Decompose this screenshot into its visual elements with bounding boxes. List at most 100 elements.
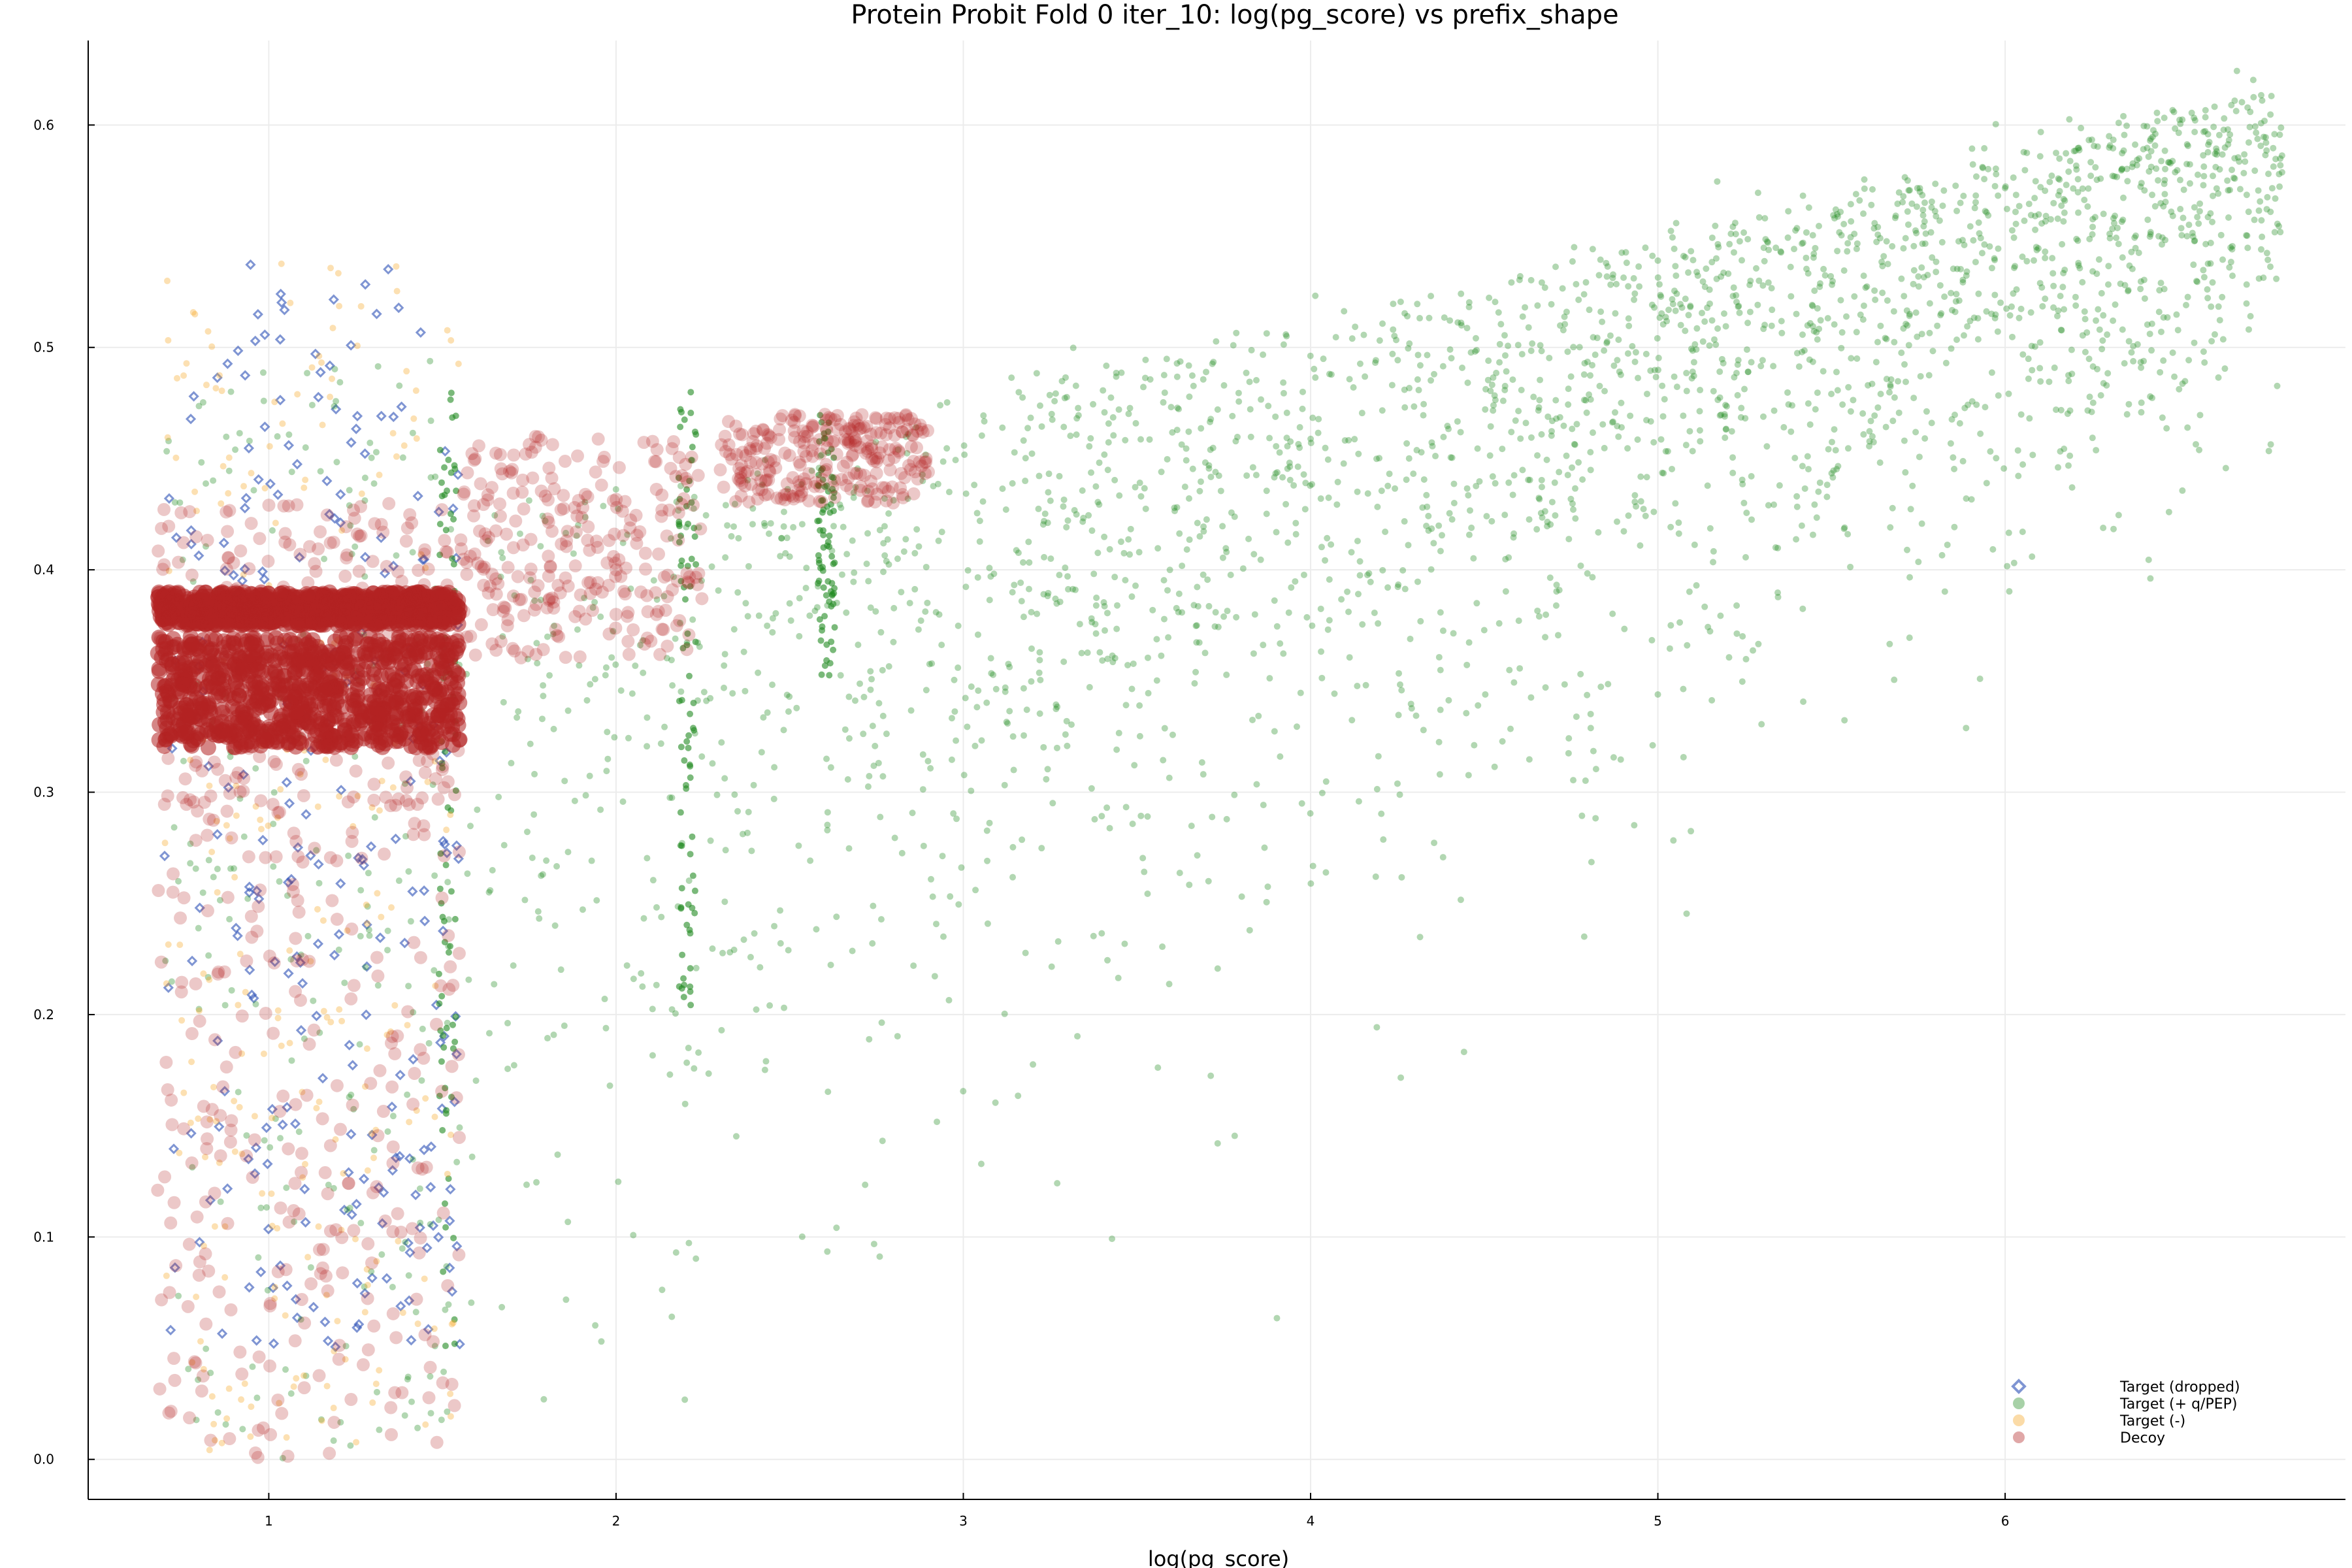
data-point bbox=[213, 817, 220, 825]
data-point bbox=[1417, 617, 1424, 625]
data-point bbox=[1052, 595, 1059, 602]
data-point bbox=[335, 785, 347, 796]
data-point bbox=[2104, 331, 2111, 338]
data-point bbox=[2074, 237, 2082, 244]
data-point bbox=[376, 532, 387, 544]
data-point bbox=[445, 1184, 456, 1195]
data-point bbox=[691, 1065, 698, 1072]
data-point bbox=[2117, 280, 2124, 287]
data-point bbox=[1428, 377, 1435, 384]
data-point bbox=[1869, 433, 1876, 440]
data-point bbox=[1312, 292, 1319, 299]
data-point bbox=[1887, 382, 1894, 389]
data-point bbox=[1509, 376, 1516, 384]
data-point bbox=[1759, 282, 1767, 289]
data-point bbox=[204, 973, 212, 981]
data-point bbox=[1991, 255, 1998, 262]
data-point bbox=[1685, 312, 1692, 319]
data-point bbox=[449, 1096, 460, 1107]
data-point bbox=[1079, 518, 1086, 525]
data-point bbox=[1631, 492, 1639, 499]
data-point bbox=[1183, 445, 1190, 452]
data-point bbox=[1972, 173, 1980, 180]
data-point bbox=[2212, 150, 2219, 157]
data-point bbox=[1768, 322, 1775, 329]
data-point bbox=[1902, 469, 1909, 476]
data-point bbox=[1062, 564, 1069, 572]
data-point bbox=[1348, 717, 1356, 724]
data-point bbox=[1067, 433, 1074, 440]
data-point bbox=[1482, 406, 1489, 413]
data-point bbox=[945, 996, 953, 1004]
data-point bbox=[685, 1239, 693, 1247]
data-point bbox=[308, 401, 316, 408]
data-point bbox=[2008, 333, 2016, 340]
data-point bbox=[1372, 357, 1379, 364]
data-point bbox=[1220, 382, 1228, 389]
data-point bbox=[2229, 242, 2236, 250]
data-point bbox=[206, 782, 213, 789]
data-point bbox=[431, 1325, 438, 1332]
data-point bbox=[206, 1446, 213, 1454]
data-point bbox=[731, 791, 738, 798]
data-point bbox=[405, 776, 416, 787]
data-point bbox=[220, 565, 231, 576]
data-point bbox=[165, 336, 172, 344]
data-point bbox=[659, 1286, 666, 1294]
data-point bbox=[521, 896, 529, 904]
data-point bbox=[1080, 514, 1087, 521]
data-point bbox=[395, 877, 402, 885]
data-point bbox=[2207, 260, 2214, 267]
data-point bbox=[335, 517, 346, 529]
data-point bbox=[666, 794, 674, 801]
data-point bbox=[1017, 580, 1024, 587]
data-point bbox=[1985, 165, 1992, 172]
data-point bbox=[1735, 302, 1742, 310]
data-point bbox=[879, 1137, 886, 1145]
data-point bbox=[249, 1363, 256, 1370]
data-point bbox=[680, 975, 687, 982]
data-point bbox=[314, 906, 321, 913]
data-point bbox=[1283, 434, 1290, 442]
data-point bbox=[1734, 361, 1741, 368]
data-point bbox=[691, 887, 698, 894]
data-point bbox=[1916, 453, 1923, 461]
data-point bbox=[2063, 150, 2070, 157]
data-point bbox=[370, 1147, 378, 1154]
data-point bbox=[1575, 459, 1582, 466]
data-point bbox=[2211, 331, 2218, 338]
data-point bbox=[451, 1340, 458, 1347]
data-point bbox=[427, 1221, 434, 1228]
data-point bbox=[1671, 245, 1678, 252]
data-point bbox=[1420, 727, 1427, 734]
data-point bbox=[1913, 203, 1920, 210]
data-point bbox=[1586, 391, 1593, 398]
data-point bbox=[1300, 571, 1307, 578]
data-point bbox=[1044, 519, 1051, 527]
data-point bbox=[1367, 578, 1374, 585]
data-point bbox=[1186, 536, 1193, 544]
data-point bbox=[1340, 460, 1347, 467]
data-point bbox=[1644, 390, 1651, 397]
data-point bbox=[2217, 231, 2225, 238]
data-point bbox=[1959, 279, 1967, 286]
data-point bbox=[693, 1255, 700, 1262]
data-point bbox=[2059, 240, 2066, 248]
data-point bbox=[2119, 150, 2126, 157]
data-point bbox=[2257, 120, 2264, 127]
data-point bbox=[825, 1088, 832, 1096]
data-point bbox=[2231, 97, 2238, 105]
data-point bbox=[1898, 275, 1905, 282]
data-point bbox=[195, 1007, 203, 1014]
data-point bbox=[2161, 176, 2168, 184]
data-point bbox=[2213, 151, 2220, 158]
data-point bbox=[302, 1372, 310, 1379]
data-point bbox=[638, 970, 645, 977]
data-point bbox=[960, 772, 968, 779]
data-point bbox=[393, 263, 400, 270]
data-point bbox=[1931, 208, 1938, 215]
data-point bbox=[191, 488, 199, 495]
data-point bbox=[1516, 665, 1524, 672]
data-point bbox=[1435, 653, 1443, 661]
data-point bbox=[1730, 249, 1737, 256]
